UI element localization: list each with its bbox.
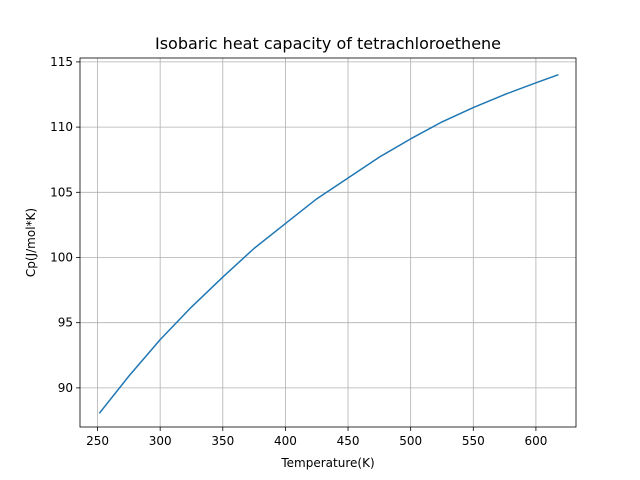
x-tick-label: 300	[149, 434, 172, 448]
chart-title: Isobaric heat capacity of tetrachloroeth…	[155, 34, 501, 53]
y-tick-label: 95	[58, 316, 73, 330]
series-line	[98, 73, 559, 414]
x-tick-label: 600	[524, 434, 547, 448]
x-axis: 250 300 350 400 450 500 550 600	[86, 427, 547, 448]
plot-frame	[79, 57, 577, 428]
x-tick-label: 500	[399, 434, 422, 448]
grid	[80, 58, 576, 427]
y-axis-label: Cp(J/mol*K)	[24, 208, 38, 277]
x-tick-label: 350	[211, 434, 234, 448]
x-tick-label: 400	[274, 434, 297, 448]
y-tick-label: 105	[50, 185, 73, 199]
y-tick-label: 90	[58, 381, 73, 395]
y-tick-label: 100	[50, 250, 73, 264]
y-tick-label: 115	[50, 55, 73, 69]
x-tick-label: 450	[337, 434, 360, 448]
y-tick-label: 110	[50, 120, 73, 134]
x-tick-label: 550	[462, 434, 485, 448]
x-tick-label: 250	[86, 434, 109, 448]
x-axis-label: Temperature(K)	[280, 456, 374, 470]
y-axis: 90 95 100 105 110 115	[50, 55, 80, 395]
